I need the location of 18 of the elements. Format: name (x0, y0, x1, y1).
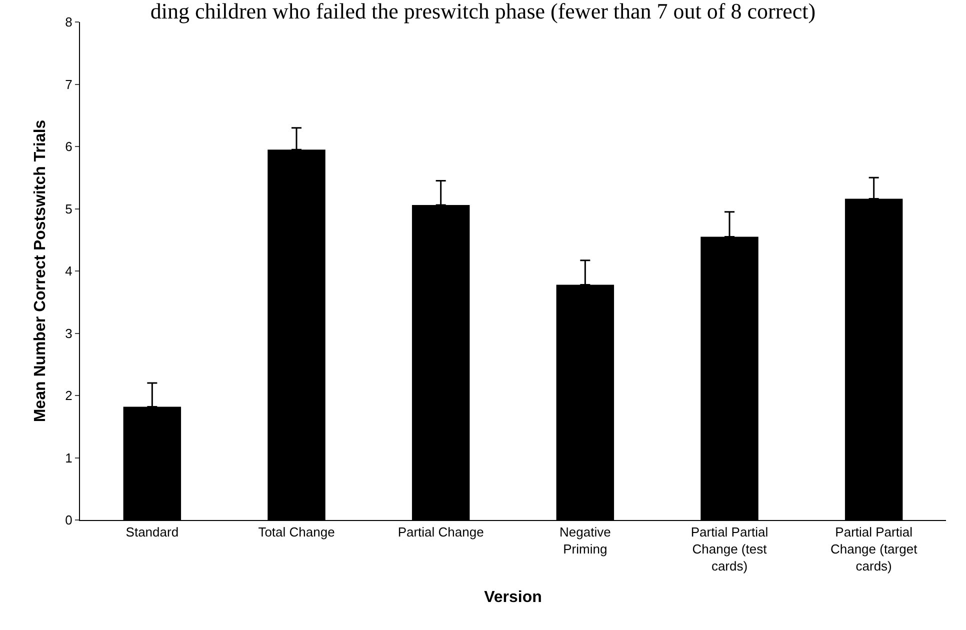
y-axis-title: Mean Number Correct Postswitch Trials (32, 120, 50, 422)
x-tick-label: Standard (126, 524, 179, 540)
y-tick-label: 4 (65, 264, 72, 279)
y-tick-label: 5 (65, 201, 72, 216)
y-tick-label: 6 (65, 139, 72, 154)
chart-title: ding children who failed the preswitch phase (fewer than 7 out of 8 correct) (150, 0, 816, 24)
y-tick-label: 2 (65, 388, 72, 404)
x-tick-label: Negative Priming (560, 524, 611, 556)
y-tick-label: 3 (65, 326, 72, 341)
x-axis-title: Version (484, 589, 542, 606)
x-tick-label: Partial Change (398, 524, 484, 540)
y-tick-label: 1 (65, 450, 72, 466)
x-tick-label: Partial Partial Change (test cards) (690, 524, 768, 574)
y-tick-label: 8 (65, 14, 72, 30)
y-tick-label: 0 (65, 512, 72, 528)
y-tick-label: 7 (65, 76, 72, 92)
x-tick-label: Total Change (258, 524, 335, 540)
x-tick-label: Partial Partial Change (target cards) (830, 524, 918, 574)
